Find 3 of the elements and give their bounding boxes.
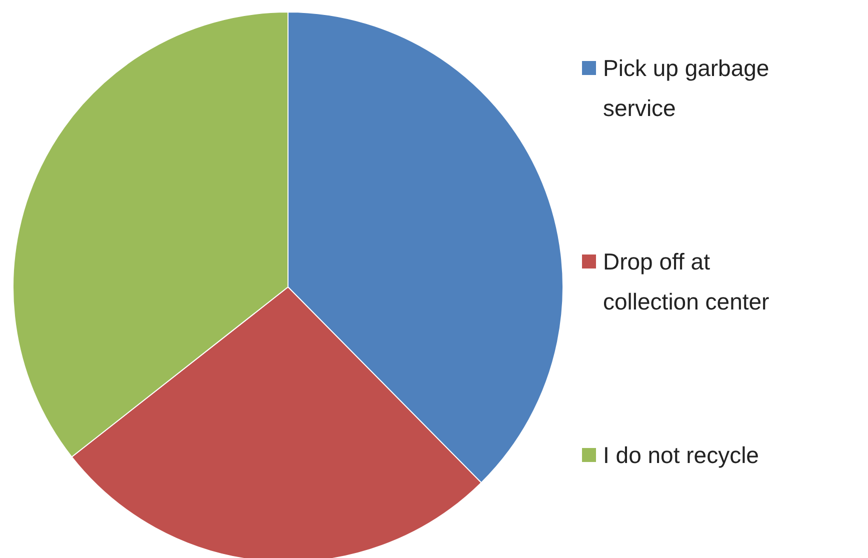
legend-label: I do not recycle (603, 442, 759, 468)
legend-label: Drop off at collection center (603, 248, 770, 315)
legend-label: Pick up garbage service (603, 55, 770, 122)
